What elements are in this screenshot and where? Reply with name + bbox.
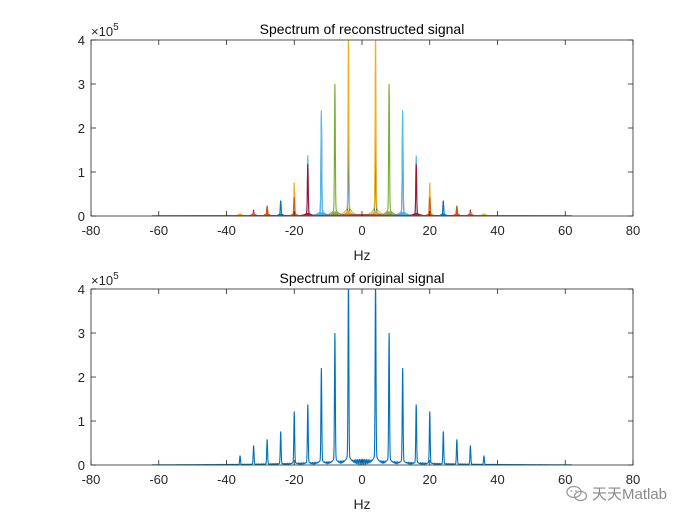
top-x-tick-label: 20: [423, 223, 437, 238]
top-x-tick-label: 40: [490, 223, 504, 238]
top-peak-base-6-4: [248, 213, 259, 216]
top-x-tick-label: 80: [626, 223, 640, 238]
top-chart-title: Spectrum of reconstructed signal: [260, 21, 465, 37]
bottom-y-multiplier: ×105: [91, 271, 119, 288]
bottom-y-tick-label: 1: [78, 414, 85, 429]
top-x-tick-label: -80: [82, 223, 101, 238]
top-y-tick-label: 0: [78, 209, 85, 224]
top-y-tick-label: 1: [78, 165, 85, 180]
bottom-chart-title: Spectrum of original signal: [280, 270, 445, 286]
top-y-multiplier: ×105: [91, 22, 119, 39]
bottom-x-tick-label: -20: [285, 472, 304, 487]
bottom-y-tick-label: 3: [78, 326, 85, 341]
top-peak-base-6-2: [262, 213, 272, 216]
top-x-axis-label: Hz: [353, 247, 370, 263]
bottom-x-tick-label: -60: [149, 472, 168, 487]
bottom-x-tick-label: -80: [82, 472, 101, 487]
wechat-icon: [566, 485, 588, 501]
top-subplot: -80 -60 -40 -20 0 20 40 60 80 0 1 2 3 4 Spectrum of r…: [78, 21, 640, 263]
top-x-tick-label: 0: [358, 223, 365, 238]
top-x-tick-label: -20: [285, 223, 304, 238]
top-y-tick-label: 2: [78, 121, 85, 136]
bottom-ticks: -80 -60 -40 -20 0 20 40 60 80 0 1 2 3 4: [78, 282, 640, 487]
bottom-y-tick-label: 4: [78, 282, 85, 297]
top-peak-base-6-5: [465, 213, 476, 216]
top-ticks: -80 -60 -40 -20 0 20 40 60 80 0 1 2 3 4: [78, 33, 640, 238]
watermark-text: 天天Matlab: [592, 486, 668, 503]
top-y-tick-label: 4: [78, 33, 85, 48]
bottom-x-tick-label: 20: [423, 472, 437, 487]
top-x-tick-label: 60: [558, 223, 572, 238]
bottom-y-tick-label: 0: [78, 458, 85, 473]
top-x-tick-label: -60: [149, 223, 168, 238]
top-y-tick-label: 3: [78, 77, 85, 92]
bottom-x-tick-label: -40: [217, 472, 236, 487]
bottom-x-tick-label: 80: [626, 472, 640, 487]
top-x-tick-label: -40: [217, 223, 236, 238]
top-peak-base-6-3: [452, 213, 462, 216]
bottom-x-axis-label: Hz: [353, 496, 370, 512]
watermark: 天天Matlab: [566, 483, 667, 504]
bottom-subplot: -80 -60 -40 -20 0 20 40 60 80 0 1 2 3 4 Spectrum of o…: [78, 270, 640, 512]
bottom-x-tick-label: 0: [358, 472, 365, 487]
bottom-x-tick-label: 40: [490, 472, 504, 487]
bottom-x-tick-label: 60: [558, 472, 572, 487]
top-plot-area: [91, 40, 633, 216]
bottom-y-tick-label: 2: [78, 370, 85, 385]
bottom-plot-area: [91, 289, 633, 465]
